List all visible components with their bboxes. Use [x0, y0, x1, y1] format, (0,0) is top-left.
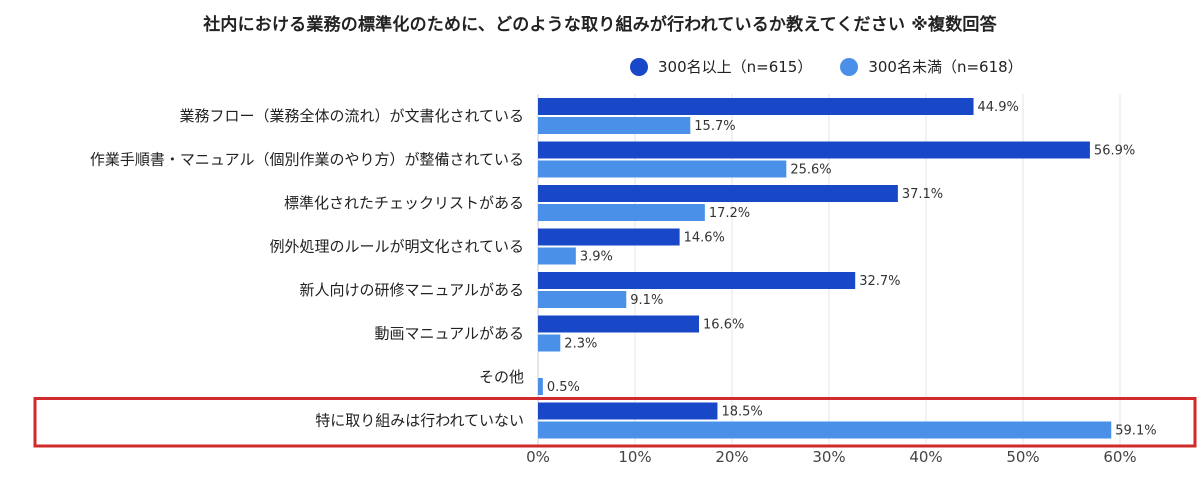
data-label: 25.6%	[790, 163, 831, 178]
legend-label-large: 300名以上（n=615）	[658, 58, 813, 76]
bar	[538, 141, 1090, 159]
x-tick-label: 60%	[1103, 448, 1136, 466]
bar	[538, 291, 627, 308]
x-tick-label: 0%	[526, 448, 550, 466]
data-label: 14.6%	[684, 231, 725, 246]
bar	[538, 117, 691, 134]
x-tick-label: 10%	[618, 448, 651, 466]
data-label: 37.1%	[902, 187, 943, 202]
legend-item-small: 300名未満（n=618）	[840, 56, 1023, 77]
data-label: 2.3%	[564, 337, 597, 352]
category-label: その他	[479, 368, 524, 386]
bar	[538, 315, 700, 333]
legend-swatch-large	[630, 57, 648, 76]
chart-title: 社内における業務の標準化のために、どのような取り組みが行われているか教えてくださ…	[203, 15, 997, 35]
data-label: 0.5%	[547, 380, 580, 395]
data-label: 56.9%	[1094, 144, 1135, 159]
category-label: 動画マニュアルがある	[374, 325, 524, 343]
bar	[538, 204, 705, 221]
data-label: 18.5%	[721, 405, 762, 420]
bar	[538, 160, 787, 178]
bar	[538, 272, 856, 289]
category-label: 例外処理のルールが明文化されている	[269, 238, 524, 256]
data-label: 15.7%	[694, 119, 735, 134]
legend-label-small: 300名未満（n=618）	[868, 58, 1023, 76]
bar	[538, 402, 718, 420]
category-label: 特に取り組みは行われていない	[315, 412, 524, 430]
data-label: 3.9%	[580, 250, 613, 265]
bar	[538, 185, 898, 202]
data-label: 59.1%	[1115, 424, 1156, 439]
data-label: 32.7%	[859, 274, 900, 289]
data-label: 44.9%	[978, 100, 1019, 115]
bar	[538, 421, 1112, 439]
bar	[538, 98, 974, 115]
data-label: 16.6%	[703, 318, 744, 333]
data-label: 9.1%	[630, 293, 663, 308]
chart-legend: 300名以上（n=615） 300名未満（n=618）	[630, 56, 1051, 77]
category-label: 標準化されたチェックリストがある	[284, 194, 524, 212]
data-label: 17.2%	[709, 206, 750, 221]
category-label: 業務フロー（業務全体の流れ）が文書化されている	[179, 107, 524, 125]
legend-swatch-small	[840, 57, 859, 76]
category-label: 作業手順書・マニュアル（個別作業のやり方）が整備されている	[90, 151, 524, 169]
x-tick-label: 20%	[715, 448, 748, 466]
legend-item-large: 300名以上（n=615）	[630, 56, 812, 77]
x-tick-label: 50%	[1006, 448, 1039, 466]
bar	[538, 334, 561, 352]
bar	[538, 228, 680, 246]
bar	[538, 247, 576, 265]
category-label: 新人向けの研修マニュアルがある	[299, 281, 524, 299]
highlight-box	[33, 397, 1197, 448]
x-tick-label: 40%	[909, 448, 942, 466]
x-tick-label: 30%	[812, 448, 845, 466]
bar	[538, 378, 543, 395]
